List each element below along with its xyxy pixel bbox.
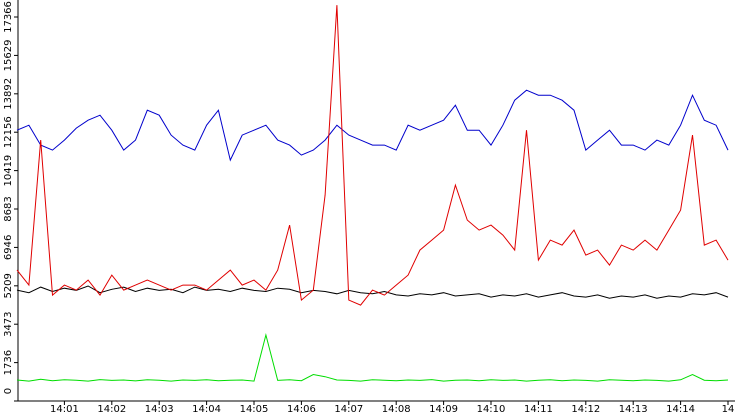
y-tick-label: 5209 (3, 273, 14, 298)
y-tick-label: 15629 (3, 40, 14, 72)
y-tick-label: 1736 (3, 350, 14, 375)
x-tick-label: 14:01 (50, 404, 79, 415)
x-tick-label: 14:04 (192, 404, 221, 415)
x-tick-label: 14:05 (240, 404, 269, 415)
y-tick-label: 8683 (3, 196, 14, 221)
series-line (16, 89, 729, 162)
y-tick-label: 13892 (3, 78, 14, 110)
x-tick-label: 14 (722, 404, 735, 415)
x-tick-label: 14:14 (666, 404, 695, 415)
y-tick-label: 10419 (3, 155, 14, 187)
x-tick-label: 14:13 (619, 404, 648, 415)
x-tick-label: 14:07 (334, 404, 363, 415)
series-line (16, 333, 729, 382)
x-tick-label: 14:12 (571, 404, 600, 415)
x-tick-label: 14:06 (287, 404, 316, 415)
x-tick-label: 14:08 (382, 404, 411, 415)
x-tick-label: 14:09 (429, 404, 458, 415)
series-line (16, 285, 729, 299)
y-tick-label: 0 (3, 388, 14, 394)
x-tick-label: 14:11 (524, 404, 553, 415)
x-tick-label: 14:10 (477, 404, 506, 415)
y-tick-label: 12156 (3, 116, 14, 148)
y-tick-label: 17366 (3, 1, 14, 33)
y-tick-label: 3473 (3, 311, 14, 336)
x-tick-label: 14:03 (145, 404, 174, 415)
x-tick-label: 14:02 (97, 404, 126, 415)
series-line (16, 5, 729, 306)
y-tick-label: 6946 (3, 235, 14, 260)
